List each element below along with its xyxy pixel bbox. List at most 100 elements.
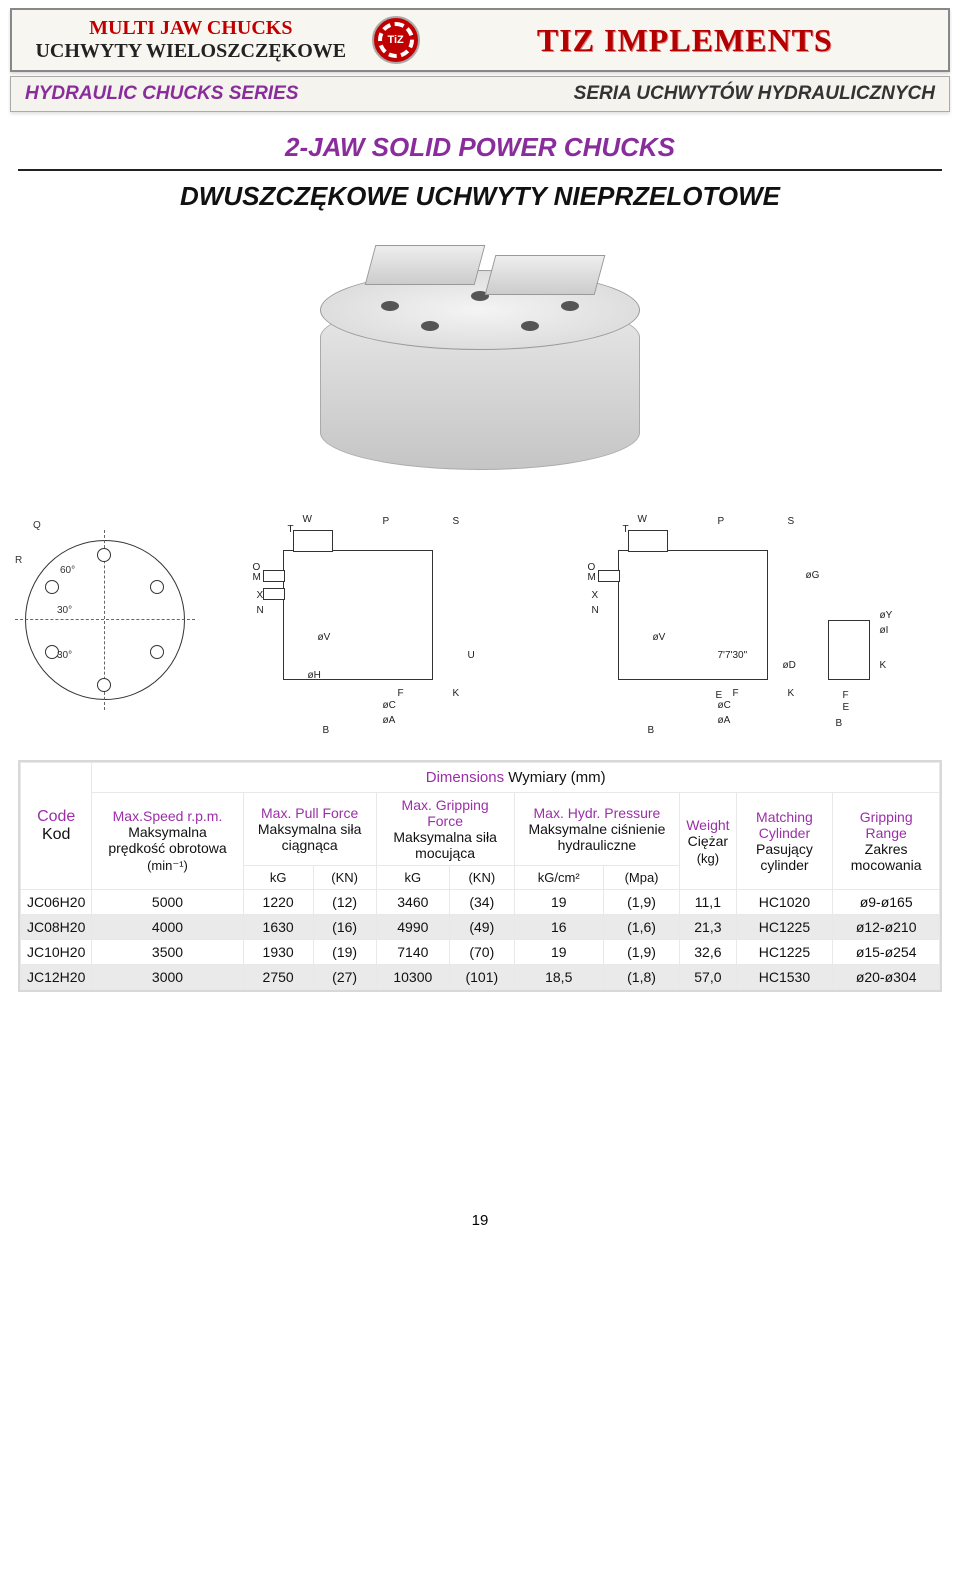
label-u: U [468,650,475,661]
bolt-hole-icon [150,645,164,659]
label-oy: øY [880,610,893,621]
col-weight-unit: (kg) [686,849,729,866]
spec-table: Code Kod Dimensions Wymiary (mm) Max.Spe… [18,760,942,992]
table-cell: 3000 [92,965,243,990]
table-cell: (1,9) [603,890,679,915]
label-k: K [788,688,795,699]
table-cell: (27) [313,965,376,990]
label-ov: øV [318,632,331,643]
header-title-pl: UCHWYTY WIELOSZCZĘKOWE [22,40,360,63]
label-w: W [303,514,312,525]
col-code: Code Kod [21,763,92,890]
label-ov: øV [653,632,666,643]
col-hydr-en: Max. Hydr. Pressure [521,805,674,821]
col-grip-en: Max. Gripping Force [383,797,508,829]
label-n: N [592,605,599,616]
col-speed-pl: Maksymalna prędkość obrotowa [98,824,236,856]
col-pull-pl: Maksymalna siła ciągnąca [250,821,370,853]
table-cell: ø20-ø304 [833,965,940,990]
table-cell: 10300 [376,965,449,990]
section-jaw [628,530,668,552]
label-n: N [257,605,264,616]
table-cell: 19 [514,940,603,965]
label-angle30a: 30° [57,605,72,616]
col-weight-pl: Ciężar [686,833,729,849]
table-cell: 1630 [243,915,313,940]
chuck-hole-icon [421,321,439,331]
table-cell: HC1225 [736,940,833,965]
col-speed: Max.Speed r.p.m. Maksymalna prędkość obr… [92,793,243,890]
label-tap: 7'7'30" [718,650,748,661]
label-k: K [880,660,887,671]
section-detail [263,588,285,600]
dim-en: Dimensions [426,769,504,786]
label-s: S [453,516,460,527]
table-cell: JC06H20 [21,890,92,915]
col-grip: Max. Gripping Force Maksymalna siła mocu… [376,793,514,866]
col-cyl-pl: Pasujący cylinder [743,841,827,873]
table-cell: HC1530 [736,965,833,990]
diagram-area: Q R 60° 30° 30° W T P S O M X N øV øH øC… [15,510,945,740]
section-aux [828,620,870,680]
bolt-hole-icon [97,548,111,562]
unit-hydr-mpa: (Mpa) [603,866,679,890]
series-pl: SERIA UCHWYTÓW HYDRAULICZNYCH [574,83,935,105]
table-cell: JC08H20 [21,915,92,940]
table-cell: 7140 [376,940,449,965]
bolt-hole-icon [45,580,59,594]
table-cell: (70) [450,940,515,965]
section-body [283,550,433,680]
section-detail [598,570,620,582]
unit-grip-kg: kG [376,866,449,890]
label-p: P [383,516,390,527]
brand-name: TIZ IMPLEMENTS [432,22,938,59]
label-x: X [592,590,599,601]
table-cell: 21,3 [680,915,736,940]
table-cell: 16 [514,915,603,940]
col-range-pl: Zakres mocowania [839,841,933,873]
diagram-axis-h [15,619,195,620]
bolt-hole-icon [150,580,164,594]
table-cell: (1,9) [603,940,679,965]
col-dimensions: Dimensions Wymiary (mm) [92,763,940,793]
col-pull-en: Max. Pull Force [250,805,370,821]
diagram-side-a: W T P S O M X N øV øH øC øA B F K U [253,510,578,740]
table-cell: 5000 [92,890,243,915]
label-angle30b: 30° [57,650,72,661]
label-og: øG [806,570,820,581]
table-cell: 57,0 [680,965,736,990]
label-f: F [398,688,404,699]
chuck-hole-icon [381,301,399,311]
unit-pull-kg: kG [243,866,313,890]
unit-hydr-kgcm: kG/cm² [514,866,603,890]
label-s: S [788,516,795,527]
header-titles: MULTI JAW CHUCKS UCHWYTY WIELOSZCZĘKOWE [22,17,360,63]
table-cell: 1930 [243,940,313,965]
table-cell: 19 [514,890,603,915]
main-title-pl: DWUSZCZĘKOWE UCHWYTY NIEPRZELOTOWE [0,181,960,212]
unit-pull-kn: (KN) [313,866,376,890]
main-title-en: 2-JAW SOLID POWER CHUCKS [0,132,960,163]
col-weight: Weight Ciężar (kg) [680,793,736,890]
label-ol: øI [880,625,889,636]
table-cell: 32,6 [680,940,736,965]
label-od: øD [783,660,796,671]
table-row: JC12H2030002750(27)10300(101)18,5(1,8)57… [21,965,940,990]
chuck-hole-icon [561,301,579,311]
col-speed-en: Max.Speed r.p.m. [98,808,236,824]
label-f: F [843,690,849,701]
diagram-side-b: W T P S O M X N øV øG øD 7'7'30" øC øA B… [588,510,946,740]
table-cell: 3460 [376,890,449,915]
table-cell: HC1225 [736,915,833,940]
product-photo [240,230,720,490]
table-cell: (49) [450,915,515,940]
table-cell: ø15-ø254 [833,940,940,965]
label-e: E [843,702,850,713]
label-x: X [257,590,264,601]
col-speed-unit: (min⁻¹) [98,856,236,874]
table-row: JC06H2050001220(12)3460(34)19(1,9)11,1HC… [21,890,940,915]
table-cell: (19) [313,940,376,965]
dim-pl: Wymiary (mm) [508,769,605,786]
label-oc: øC [383,700,396,711]
label-b: B [836,718,843,729]
